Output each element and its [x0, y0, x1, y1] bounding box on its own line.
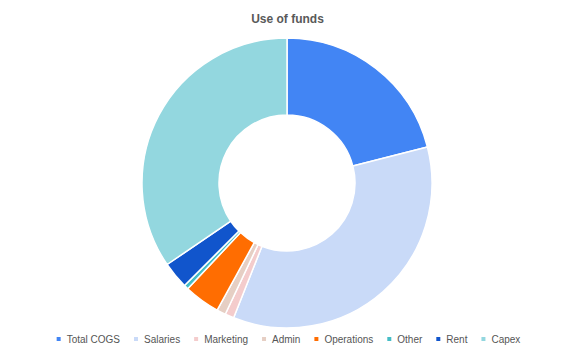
svg-text:Other: Other [397, 334, 423, 345]
svg-text:Operations: Operations [324, 334, 373, 345]
svg-text:Salaries: Salaries [144, 334, 180, 345]
svg-text:Capex: Capex [491, 334, 520, 345]
svg-text:Rent: Rent [446, 334, 467, 345]
svg-text:Marketing: Marketing [204, 334, 248, 345]
svg-text:Total COGS: Total COGS [67, 334, 121, 345]
svg-text:Admin: Admin [272, 334, 300, 345]
svg-text:Use of funds: Use of funds [251, 12, 324, 26]
